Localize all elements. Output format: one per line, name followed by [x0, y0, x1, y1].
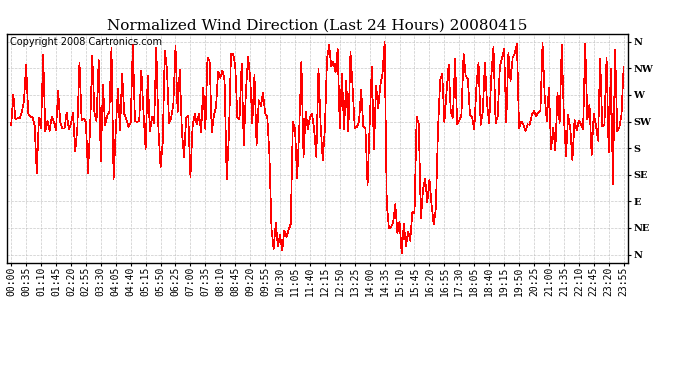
Title: Normalized Wind Direction (Last 24 Hours) 20080415: Normalized Wind Direction (Last 24 Hours…	[107, 19, 528, 33]
Text: Copyright 2008 Cartronics.com: Copyright 2008 Cartronics.com	[10, 37, 162, 47]
